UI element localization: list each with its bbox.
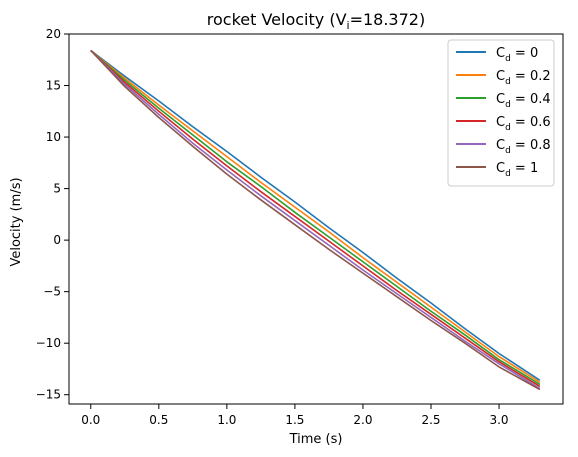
legend-entry-sub-2: d — [505, 100, 511, 110]
series-line-0 — [90, 49, 541, 381]
legend-entry-5: Cd = 1 — [496, 161, 538, 179]
y-tick-label-0: −15 — [36, 388, 61, 402]
y-tick-label-7: 20 — [46, 27, 61, 41]
x-tick-label-1: 0.5 — [149, 413, 168, 427]
series-line-1 — [90, 49, 541, 384]
legend-entry-main-0: C — [496, 46, 505, 61]
y-axis-label: Velocity (m/s) — [9, 177, 24, 266]
x-tick-label-0: 0.0 — [81, 413, 100, 427]
legend-entry-4: Cd = 0.8 — [496, 138, 551, 156]
legend-entry-1: Cd = 0.2 — [496, 69, 551, 87]
x-tick-label-2: 1.0 — [217, 413, 236, 427]
series-line-3 — [90, 49, 541, 388]
y-tick-label-2: −5 — [43, 285, 61, 299]
legend-entry-rest-0: = 0 — [511, 46, 538, 61]
legend-entry-2: Cd = 0.4 — [496, 92, 551, 110]
x-tick-label-6: 3.0 — [489, 413, 508, 427]
legend: Cd = 0Cd = 0.2Cd = 0.4Cd = 0.6Cd = 0.8Cd… — [447, 39, 555, 187]
series-line-4 — [90, 49, 541, 390]
x-tick-label-3: 1.5 — [285, 413, 304, 427]
y-tick-label-6: 15 — [46, 79, 61, 93]
y-tick-label-1: −10 — [36, 336, 61, 350]
legend-entry-3: Cd = 0.6 — [496, 115, 551, 133]
legend-entry-main-4: C — [496, 138, 505, 153]
legend-entry-sub-5: d — [505, 169, 511, 179]
legend-entry-sub-3: d — [505, 123, 511, 133]
y-tick-label-4: 5 — [53, 182, 61, 196]
legend-entry-rest-4: = 0.8 — [511, 138, 551, 153]
legend-entry-0: Cd = 0 — [496, 46, 538, 64]
legend-entry-sub-4: d — [505, 146, 511, 156]
x-tick-label-4: 2.0 — [353, 413, 372, 427]
series-line-2 — [90, 49, 541, 386]
legend-entry-sub-0: d — [505, 54, 511, 64]
legend-entry-main-1: C — [496, 69, 505, 84]
legend-entry-rest-1: = 0.2 — [511, 69, 551, 84]
chart-title-prefix: rocket Velocity (V — [207, 10, 347, 29]
legend-entry-main-2: C — [496, 92, 505, 107]
plot-frame — [68, 33, 564, 405]
legend-entry-rest-3: = 0.6 — [511, 115, 551, 130]
legend-entry-rest-2: = 0.4 — [511, 92, 551, 107]
chart-title-subscript: i — [347, 19, 350, 32]
legend-entry-sub-1: d — [505, 77, 511, 87]
legend-box — [447, 39, 555, 187]
series-line-5 — [90, 49, 541, 391]
legend-entry-main-5: C — [496, 161, 505, 176]
x-tick-label-5: 2.5 — [421, 413, 440, 427]
legend-entry-main-3: C — [496, 115, 505, 130]
y-tick-label-5: 10 — [46, 130, 61, 144]
chart-title-suffix: =18.372) — [350, 10, 426, 29]
x-axis-label: Time (s) — [289, 432, 343, 447]
y-tick-label-3: 0 — [53, 233, 61, 247]
legend-entry-rest-5: = 1 — [511, 161, 538, 176]
chart-title: rocket Velocity (Vi=18.372) — [207, 10, 425, 32]
